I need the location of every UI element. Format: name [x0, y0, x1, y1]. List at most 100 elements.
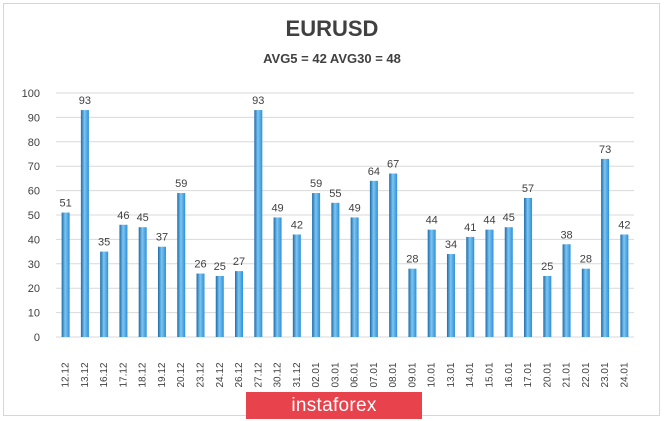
x-tick-label: 17.12: [118, 362, 129, 387]
bar-21.01: [562, 244, 571, 337]
data-label: 41: [464, 222, 476, 234]
x-tick-label: 07.01: [369, 362, 380, 387]
data-label: 42: [291, 220, 303, 232]
data-label: 45: [503, 212, 515, 224]
x-tick-label: 31.12: [292, 362, 303, 387]
bar-23.12: [196, 273, 205, 337]
x-tick-label: 20.01: [542, 362, 553, 387]
bar-02.01: [312, 193, 321, 337]
x-tick-label: 26.12: [234, 362, 245, 387]
bar-15.01: [485, 229, 494, 337]
data-label: 67: [387, 159, 399, 171]
x-tick-label: 08.01: [388, 362, 399, 387]
y-tick-label: 80: [28, 137, 40, 149]
x-tick-label: 06.01: [350, 362, 361, 387]
x-tick-label: 21.01: [562, 362, 573, 387]
x-tick-label: 19.12: [157, 362, 168, 387]
bar-09.01: [408, 268, 417, 337]
data-label: 38: [560, 229, 572, 241]
bar-06.01: [350, 217, 359, 337]
y-tick-label: 60: [28, 186, 40, 198]
x-tick-label: 24.01: [619, 362, 630, 387]
data-label: 44: [483, 215, 495, 227]
data-label: 93: [252, 95, 264, 107]
data-label: 44: [426, 215, 438, 227]
data-label: 59: [175, 178, 187, 190]
data-label: 59: [310, 178, 322, 190]
data-label: 28: [406, 254, 418, 266]
y-tick-label: 10: [28, 308, 40, 320]
data-label: 28: [580, 254, 592, 266]
x-tick-label: 22.01: [581, 362, 592, 387]
bar-16.12: [100, 251, 109, 337]
x-tick-label: 16.12: [99, 362, 110, 387]
x-tick-label: 18.12: [138, 362, 149, 387]
data-label: 93: [79, 95, 91, 107]
x-tick-label: 13.01: [446, 362, 457, 387]
bar-19.12: [157, 246, 166, 337]
data-label: 25: [541, 261, 553, 273]
data-label: 57: [522, 183, 534, 195]
x-tick-label: 16.01: [504, 362, 515, 387]
bar-31.12: [292, 234, 301, 337]
chart-subtitle: AVG5 = 42 AVG30 = 48: [263, 51, 401, 66]
x-tick-label: 17.01: [523, 362, 534, 387]
bar-17.12: [119, 224, 128, 337]
x-tick-label: 27.12: [253, 362, 264, 387]
bar-24.12: [215, 276, 224, 337]
data-label: 45: [137, 212, 149, 224]
bar-12.12: [61, 212, 70, 337]
bar-18.12: [138, 227, 147, 337]
chart-title: EURUSD: [286, 16, 379, 41]
grid-lines: [56, 92, 634, 338]
data-label: 26: [194, 259, 206, 271]
x-tick-label: 24.12: [215, 362, 226, 387]
x-tick-label: 02.01: [311, 362, 322, 387]
bar-08.01: [389, 173, 398, 337]
x-tick-label: 12.12: [61, 362, 72, 387]
x-tick-label: 20.12: [176, 362, 187, 387]
bar-17.01: [524, 197, 533, 337]
data-label: 35: [98, 237, 110, 249]
bar-24.01: [620, 234, 629, 337]
y-tick-label: 100: [22, 88, 40, 100]
bar-03.01: [331, 202, 340, 337]
y-tick-label: 20: [28, 283, 40, 295]
data-label: 51: [60, 198, 72, 210]
y-tick-label: 50: [28, 210, 40, 222]
bar-26.12: [235, 271, 244, 337]
bar-27.12: [254, 110, 263, 337]
bar-16.01: [504, 227, 513, 337]
x-tick-label: 23.12: [196, 362, 207, 387]
instaforex-watermark: instaforex: [246, 392, 422, 419]
x-tick-label: 10.01: [427, 362, 438, 387]
bar-13.12: [80, 110, 89, 337]
bar-13.01: [446, 254, 455, 337]
x-tick-label: 03.01: [330, 362, 341, 387]
bars: [61, 110, 629, 337]
data-label: 27: [233, 256, 245, 268]
data-label: 49: [271, 202, 283, 214]
data-label: 37: [156, 232, 168, 244]
y-tick-label: 90: [28, 112, 40, 124]
data-labels: 51 93 35 46 45 37 59 26 25 27 93 49 42 59 55 49 64 67 28 44…: [60, 95, 631, 273]
y-tick-label: 30: [28, 259, 40, 271]
data-label: 73: [599, 144, 611, 156]
x-tick-label: 15.01: [485, 362, 496, 387]
y-axis-ticks: 0 10 20 30 40 50 60 70 80 90 100: [22, 88, 40, 344]
data-label: 34: [445, 239, 457, 251]
data-label: 25: [214, 261, 226, 273]
bar-20.12: [177, 193, 186, 337]
x-tick-label: 09.01: [407, 362, 418, 387]
data-label: 49: [349, 202, 361, 214]
data-label: 55: [329, 188, 341, 200]
bar-07.01: [369, 180, 378, 337]
x-tick-label: 30.12: [273, 362, 284, 387]
x-tick-label: 13.12: [80, 362, 91, 387]
bar-10.01: [427, 229, 436, 337]
bar-22.01: [581, 268, 590, 337]
bar-14.01: [466, 236, 475, 337]
bar-23.01: [601, 158, 610, 337]
data-label: 64: [368, 166, 380, 178]
